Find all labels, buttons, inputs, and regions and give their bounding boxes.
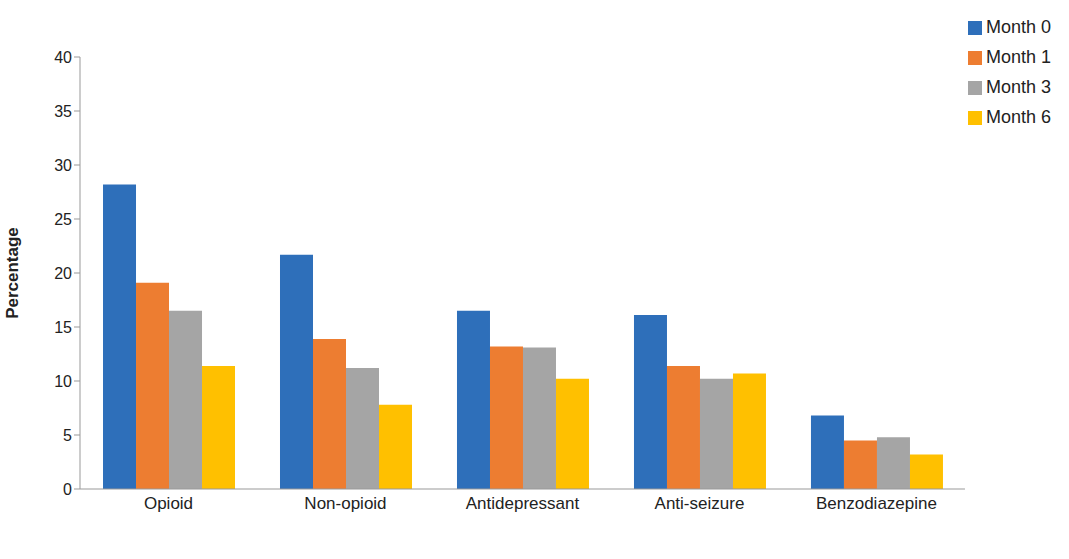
html-text:Month 1: Month 1: [986, 47, 1051, 67]
svg-text:5: 5: [63, 427, 72, 444]
svg-text:15: 15: [54, 319, 72, 336]
svg-text:10: 10: [54, 373, 72, 390]
svg-text:30: 30: [54, 157, 72, 174]
html-text:Month 6: Month 6: [986, 107, 1051, 127]
svg-text:25: 25: [54, 211, 72, 228]
svg-text:Non-opioid: Non-opioid: [304, 494, 386, 513]
svg-text:Opioid: Opioid: [144, 494, 193, 513]
svg-text:35: 35: [54, 103, 72, 120]
svg-text:0: 0: [63, 481, 72, 498]
svg-text:Benzodiazepine: Benzodiazepine: [816, 494, 937, 513]
svg-text:Antidepressant: Antidepressant: [466, 494, 580, 513]
svg-text:40: 40: [54, 49, 72, 66]
svg-text:20: 20: [54, 265, 72, 282]
svg-text:Anti-seizure: Anti-seizure: [655, 494, 745, 513]
html-text:Month 3: Month 3: [986, 77, 1051, 97]
html-text:Month 0: Month 0: [986, 17, 1051, 37]
svg-text:Percentage: Percentage: [8, 227, 22, 319]
